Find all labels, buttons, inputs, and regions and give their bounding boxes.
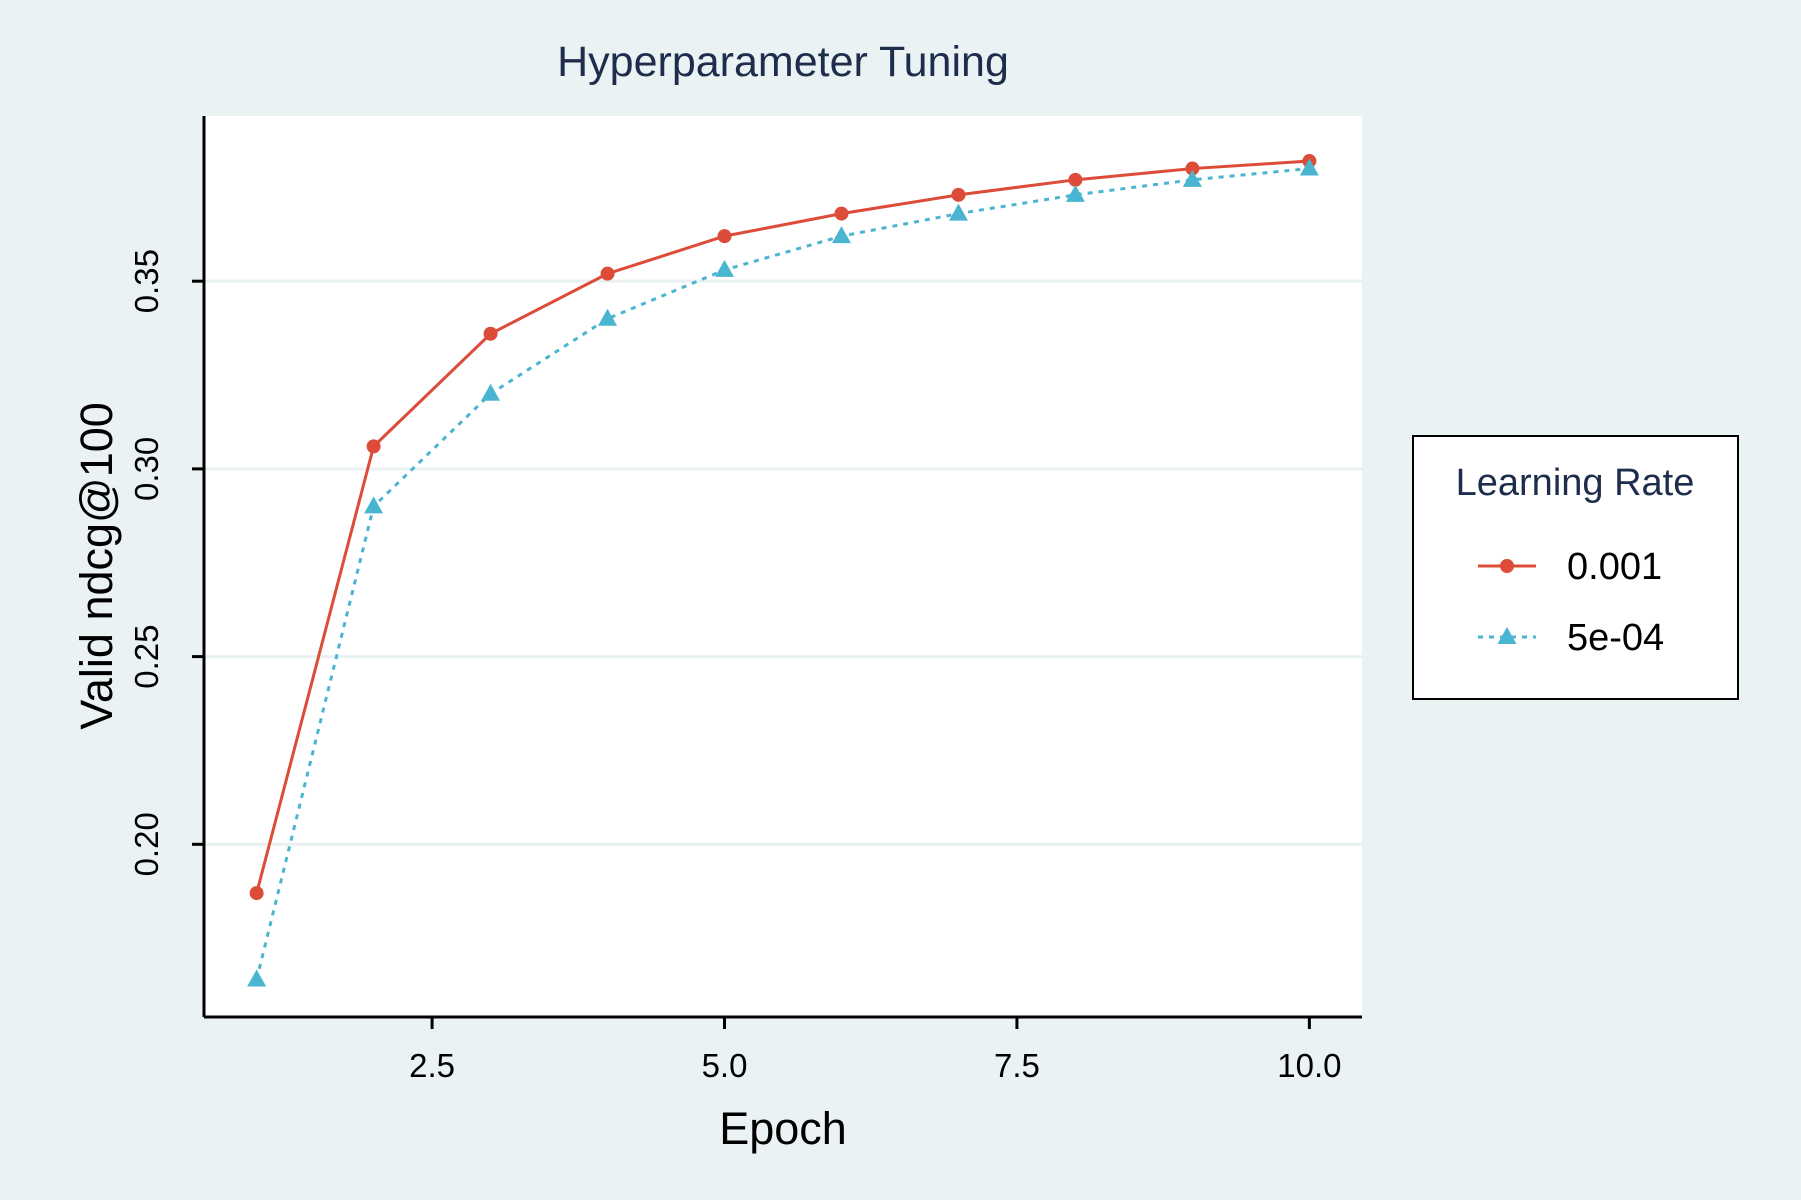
x-tick-label: 10.0 [1277,1047,1341,1084]
legend-label: 5e-04 [1567,617,1664,659]
data-point [717,229,732,244]
legend-key-marker [1500,559,1514,573]
series-line-1 [255,167,1310,980]
legend-box [1412,435,1739,700]
data-point [483,326,498,341]
data-point [1299,158,1319,176]
legend-label: 0.001 [1567,546,1662,588]
y-tick-label: 0.25 [128,624,165,688]
data-point [834,206,849,221]
data-point [364,496,384,514]
data-point [715,259,735,277]
legend-title: Learning Rate [1456,462,1695,504]
y-axis-title: Valid ndcg@100 [71,402,122,730]
y-tick-label: 0.30 [128,437,165,501]
data-point [1065,184,1085,202]
chart-title: Hyperparameter Tuning [557,38,1009,86]
data-point [831,226,851,244]
series-line-0 [255,159,1310,894]
data-point [600,266,615,281]
y-tick-label: 0.20 [128,812,165,876]
x-tick-label: 5.0 [702,1047,748,1084]
data-point [249,886,264,901]
data-point [598,308,618,326]
x-axis-title: Epoch [719,1103,847,1154]
data-point [366,439,381,454]
data-point [951,187,966,202]
y-tick-label: 0.35 [128,249,165,313]
data-point [247,969,267,987]
data-point [948,203,968,221]
plot-area [204,116,1362,1017]
legend-entries: 0.001 5e-04 [1478,546,1664,659]
legend-key-marker [1497,627,1517,644]
gridlines [204,279,1362,846]
tick-layer: 0.20 0.25 0.30 0.35 2.5 5.0 7.5 10.0 [128,249,1341,1084]
x-tick-label: 2.5 [409,1047,455,1084]
legend: Learning Rate 0.001 5e-04 [1412,435,1739,700]
data-point [1185,161,1200,176]
data-point [1068,172,1083,187]
data-point [1182,169,1202,187]
data-point [481,383,501,401]
series-layer [247,154,1319,987]
x-tick-label: 7.5 [994,1047,1040,1084]
